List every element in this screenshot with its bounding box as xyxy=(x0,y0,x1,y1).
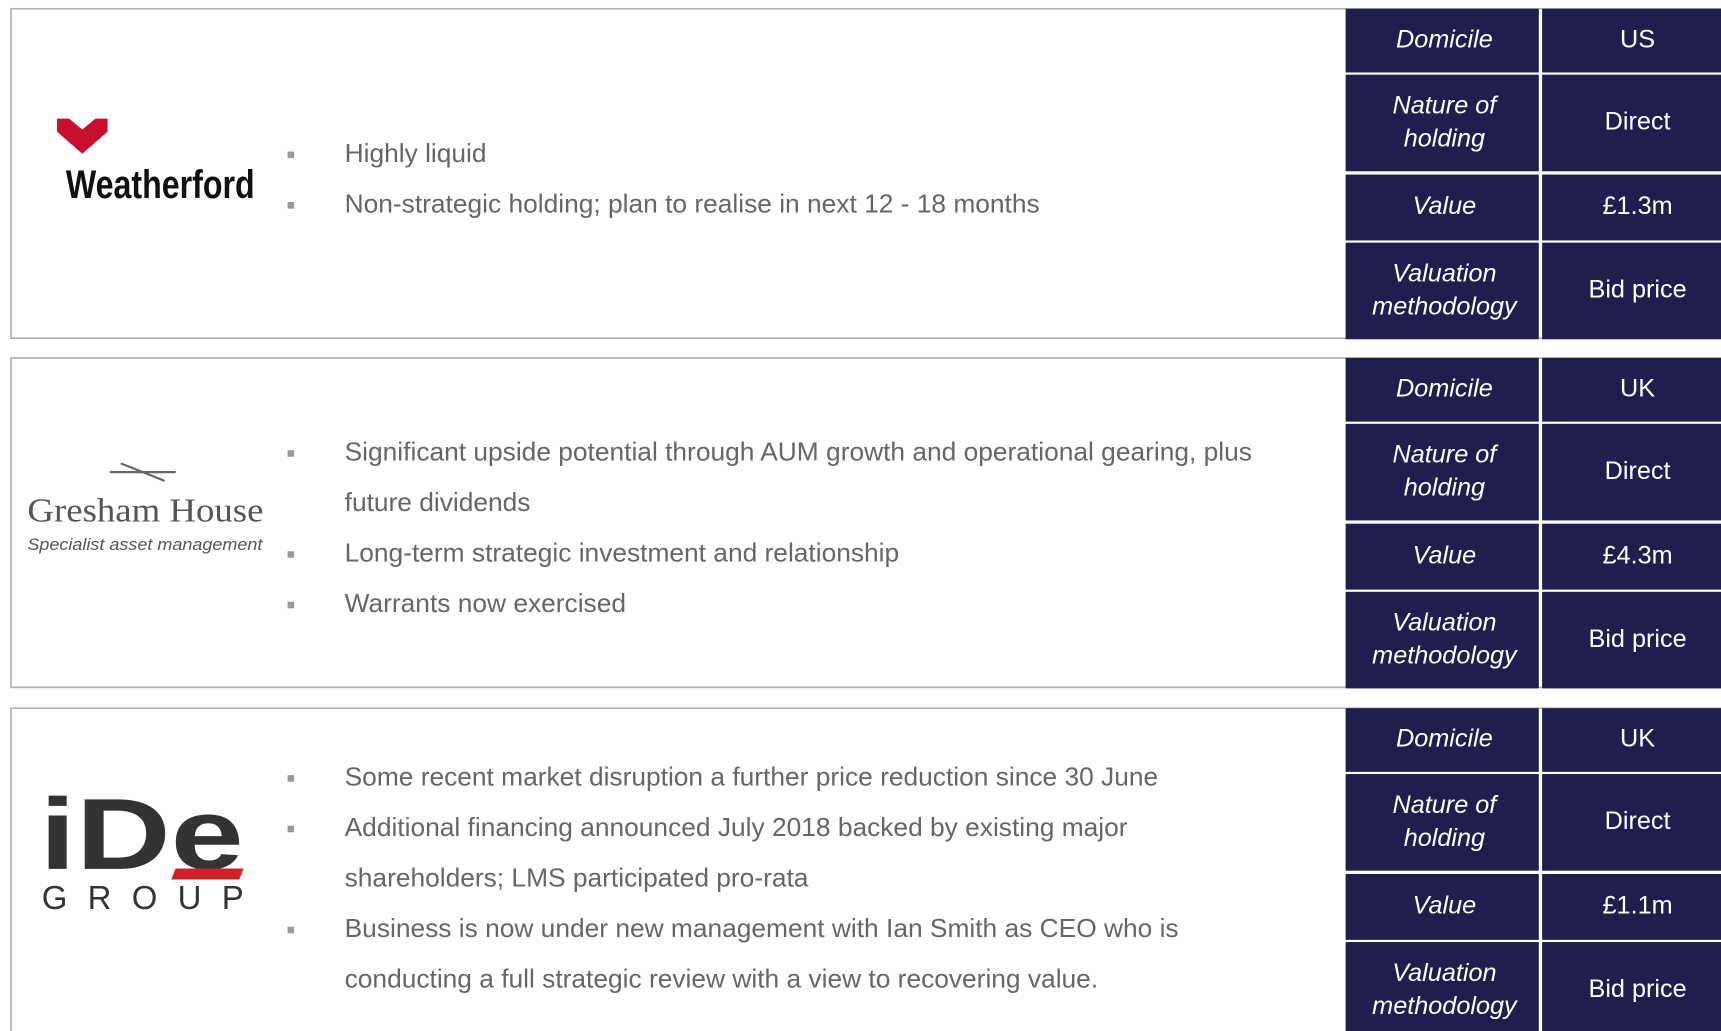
table-value-cell xyxy=(1542,591,1721,689)
logo-tagline: Specialist asset management xyxy=(27,536,263,554)
bullet xyxy=(287,450,295,457)
table-value-cell xyxy=(1542,174,1721,241)
bullet xyxy=(287,151,295,159)
table-value: Direct xyxy=(1605,108,1671,136)
table-label-cell xyxy=(1345,74,1539,172)
logo-text: Weatherford xyxy=(66,163,255,207)
table-label: Value xyxy=(1413,541,1477,569)
table-value-cell xyxy=(1542,74,1721,172)
table-value-cell xyxy=(1542,873,1721,940)
table-label: Value xyxy=(1413,892,1477,920)
table-value: Bid price xyxy=(1588,276,1686,304)
table-value-cell xyxy=(1542,357,1721,422)
logo-mark xyxy=(109,462,176,482)
bullet-text: Long-term strategic investment and relat… xyxy=(345,537,900,567)
logo-stripe xyxy=(171,868,244,880)
table-label-cell xyxy=(1345,8,1539,73)
table-label: Domicile xyxy=(1396,374,1493,402)
table-value-cell xyxy=(1542,242,1721,340)
bullet-text: Highly liquid xyxy=(345,138,487,168)
table-value: Bid price xyxy=(1588,625,1686,653)
table-value: Direct xyxy=(1605,807,1671,835)
table-label-cell xyxy=(1345,942,1539,1031)
table-label-cell xyxy=(1345,423,1539,521)
table-label: Valuation methodology xyxy=(1372,608,1518,669)
table-value-cell xyxy=(1542,708,1721,772)
bullet-text: future dividends xyxy=(345,487,531,517)
table-label: Valuation methodology xyxy=(1372,259,1518,320)
table-value: £1.3m xyxy=(1603,192,1673,220)
table-value: Bid price xyxy=(1588,975,1686,1003)
table-label-cell xyxy=(1345,357,1539,422)
bullet xyxy=(287,825,295,833)
table-label-cell xyxy=(1345,708,1539,772)
table-value-cell xyxy=(1542,423,1721,521)
table-value: UK xyxy=(1620,374,1655,402)
bullet-text: shareholders; LMS participated pro-rata xyxy=(345,862,809,892)
bullet xyxy=(287,551,295,558)
table-label: Valuation methodology xyxy=(1372,959,1518,1020)
table-label: Nature of holding xyxy=(1393,791,1500,852)
table-label: Domicile xyxy=(1396,725,1493,753)
table-value: £1.1m xyxy=(1603,892,1673,920)
table-label: Value xyxy=(1413,192,1477,220)
bullet xyxy=(287,926,295,934)
table-value: Direct xyxy=(1605,457,1671,485)
table-value-cell xyxy=(1542,774,1721,871)
bullet-text: Warrants now exercised xyxy=(345,588,626,618)
table-label-cell xyxy=(1345,174,1539,241)
table-label-cell xyxy=(1345,774,1539,871)
table-label: Nature of holding xyxy=(1393,440,1500,501)
table-value: US xyxy=(1620,25,1655,53)
table-label-cell xyxy=(1345,591,1539,689)
table-value-cell xyxy=(1542,8,1721,73)
table-value-cell xyxy=(1542,942,1721,1031)
table-label-cell xyxy=(1345,242,1539,340)
bullet-text: conducting a full strategic review with … xyxy=(345,963,1099,993)
logo-mark xyxy=(57,118,108,154)
bullet-text: Additional financing announced July 2018… xyxy=(345,812,1128,842)
bullet-text: Non-strategic holding; plan to realise i… xyxy=(345,188,1040,218)
bullet-text: Significant upside potential through AUM… xyxy=(345,436,1252,466)
bullet xyxy=(287,202,295,209)
table-label-cell xyxy=(1345,523,1539,590)
logo-text: Gresham House xyxy=(27,493,263,530)
table-value: £4.3m xyxy=(1603,541,1673,569)
table-label: Nature of holding xyxy=(1393,91,1500,152)
bullet-text: Some recent market disruption a further … xyxy=(345,761,1159,791)
table-label: Domicile xyxy=(1396,25,1493,53)
table-label-cell xyxy=(1345,873,1539,940)
bullet-text: Business is now under new management wit… xyxy=(345,913,1179,943)
table-value: UK xyxy=(1620,725,1655,753)
bullet xyxy=(287,601,295,609)
table-value-cell xyxy=(1542,523,1721,590)
bullet xyxy=(287,775,295,782)
